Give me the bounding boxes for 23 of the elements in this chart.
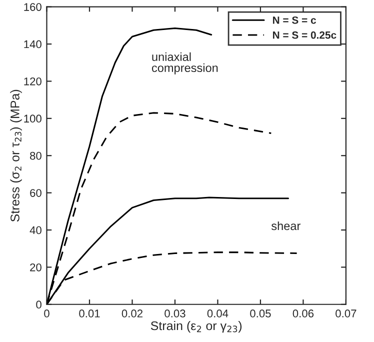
x-tick-label: 0 bbox=[44, 310, 50, 318]
y-tick-label: 160 bbox=[24, 3, 42, 11]
x-tick-label: 0.03 bbox=[164, 310, 186, 318]
x-tick-label: 0.07 bbox=[336, 310, 356, 318]
x-tick-label: 0.02 bbox=[122, 310, 142, 318]
x-axis-title: Strain (ε$_{2}$ or γ$_{23}$) bbox=[150, 320, 242, 333]
x-tick-label: 0.01 bbox=[79, 310, 100, 318]
y-tick-label: 20 bbox=[30, 263, 42, 272]
y-tick-label: 100 bbox=[24, 114, 42, 123]
x-tick-label: 0.05 bbox=[250, 310, 271, 318]
x-tick-label: 0.06 bbox=[292, 310, 314, 318]
annotation: shear bbox=[271, 221, 300, 230]
y-tick-label: 120 bbox=[24, 77, 42, 86]
legend-label: N = S = 0.25c bbox=[272, 31, 336, 39]
annotation: uniaxial compression bbox=[152, 52, 218, 74]
y-tick-label: 0 bbox=[36, 300, 42, 309]
y-tick-label: 60 bbox=[30, 189, 42, 197]
y-tick-label: 80 bbox=[30, 152, 42, 160]
y-tick-label: 40 bbox=[30, 226, 42, 234]
y-tick-label: 140 bbox=[24, 40, 42, 48]
y-axis-title: Stress (σ$_{2}$ or τ$_{23}$) (MPa) bbox=[10, 90, 22, 222]
x-tick-label: 0.04 bbox=[207, 310, 228, 318]
legend-label: N = S = c bbox=[272, 16, 316, 24]
